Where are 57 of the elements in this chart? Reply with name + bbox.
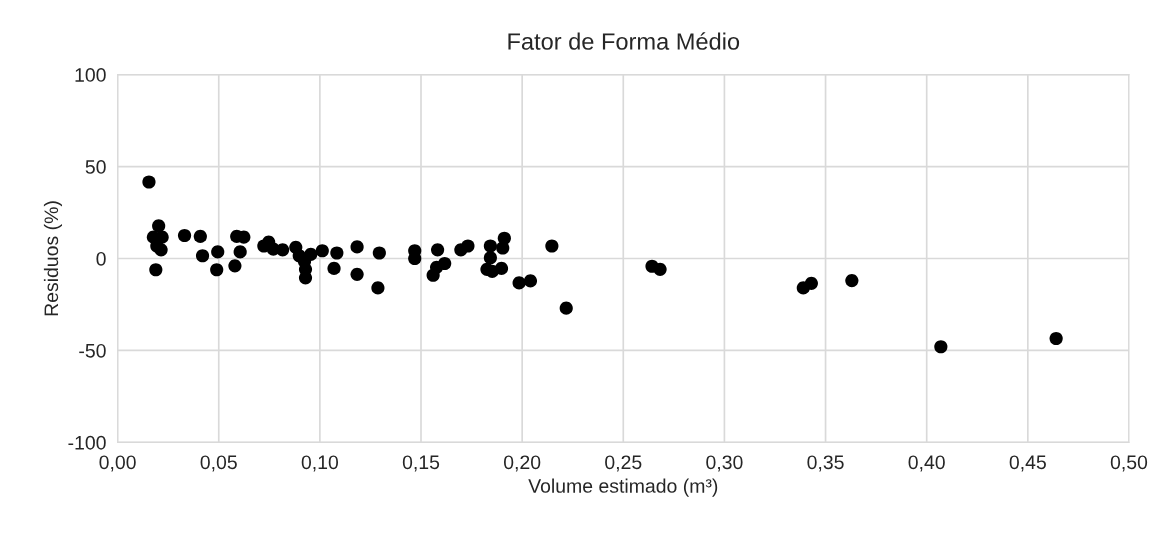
point bbox=[350, 267, 364, 281]
point bbox=[483, 251, 497, 265]
point bbox=[431, 243, 445, 257]
point bbox=[149, 263, 163, 277]
point bbox=[237, 230, 251, 244]
point bbox=[653, 262, 667, 276]
point bbox=[330, 246, 344, 260]
y-axis-title: Residuos (%) bbox=[43, 201, 63, 316]
x-tick-label: 0,10 bbox=[301, 455, 339, 472]
point bbox=[494, 261, 509, 276]
point bbox=[512, 276, 526, 290]
y-tick-label: 0 bbox=[96, 251, 106, 266]
point bbox=[523, 274, 538, 288]
point bbox=[315, 244, 329, 258]
point bbox=[152, 219, 166, 233]
x-tick-label: 0,30 bbox=[706, 455, 743, 472]
chart-title: Fator de Forma Médio bbox=[508, 32, 740, 50]
point bbox=[304, 247, 318, 262]
x-tick-label: 0,50 bbox=[1110, 455, 1148, 472]
point bbox=[934, 340, 948, 354]
point bbox=[545, 239, 559, 253]
point bbox=[177, 228, 192, 243]
x-tick-label: 0,05 bbox=[200, 455, 237, 472]
point bbox=[559, 301, 573, 315]
point bbox=[233, 245, 247, 259]
x-tick-label: 0,20 bbox=[503, 455, 541, 472]
point bbox=[350, 240, 364, 254]
point bbox=[154, 243, 168, 257]
point bbox=[327, 261, 341, 276]
point bbox=[372, 246, 386, 260]
point bbox=[276, 243, 290, 257]
point bbox=[461, 239, 475, 253]
x-tick-label: 0,00 bbox=[99, 455, 136, 472]
point bbox=[142, 175, 156, 189]
x-tick-label: 0,15 bbox=[402, 455, 440, 472]
point bbox=[228, 259, 242, 273]
x-tick-label: 0,40 bbox=[908, 455, 945, 472]
point bbox=[193, 229, 207, 244]
point bbox=[426, 268, 440, 282]
y-tick-label: -100 bbox=[68, 435, 106, 450]
y-tick-label: -50 bbox=[79, 343, 106, 358]
point bbox=[483, 239, 497, 253]
x-axis-title: Volume estimado (m³) bbox=[528, 478, 718, 497]
point bbox=[210, 263, 224, 277]
x-tick-label: 0,45 bbox=[1009, 455, 1046, 472]
point bbox=[497, 231, 511, 245]
point bbox=[845, 273, 859, 288]
point bbox=[211, 245, 225, 259]
point bbox=[1049, 331, 1063, 346]
point bbox=[804, 276, 818, 290]
x-tick-label: 0,25 bbox=[605, 455, 642, 472]
y-tick-label: 100 bbox=[75, 68, 106, 82]
x-tick-label: 0,35 bbox=[807, 455, 844, 472]
y-tick-label: 50 bbox=[85, 160, 106, 174]
point bbox=[371, 281, 385, 295]
point bbox=[298, 271, 313, 285]
point bbox=[195, 249, 210, 263]
